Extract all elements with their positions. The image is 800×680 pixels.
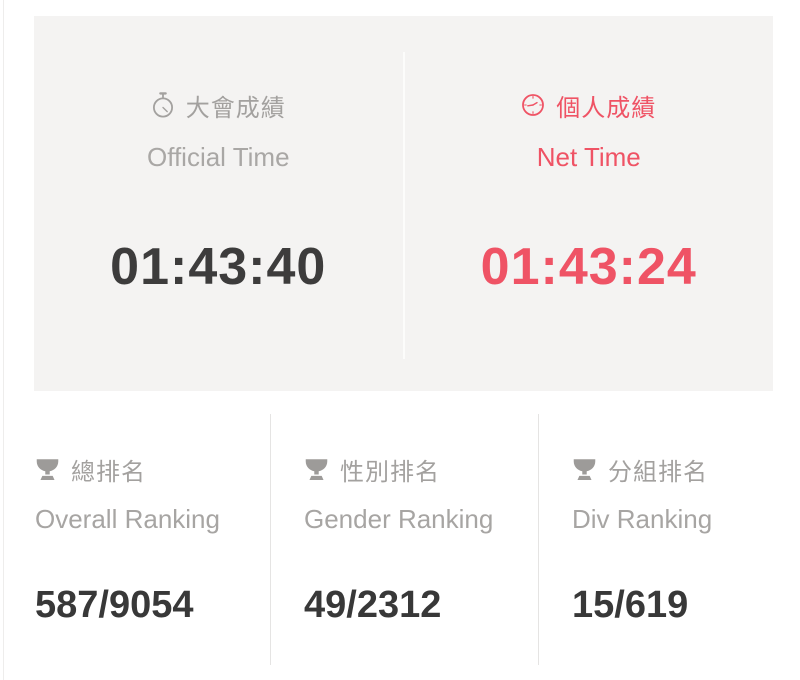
official-time-title: 大會成績 [151,90,286,122]
net-time-value: 01:43:24 [480,238,697,296]
ranking-section: 總排名 Overall Ranking 587/9054 性別排名 Gender… [0,414,800,665]
page-edge-line [3,0,4,680]
trophy-icon [572,456,597,482]
gender-ranking-label-en: Gender Ranking [304,504,494,534]
div-ranking-value: 15/619 [572,584,689,626]
overall-ranking-label-en: Overall Ranking [35,504,220,534]
stopwatch-icon [151,91,175,119]
gender-ranking-value: 49/2312 [304,584,442,626]
overall-ranking-value: 587/9054 [35,584,194,626]
overall-ranking-card: 總排名 Overall Ranking 587/9054 [0,414,270,665]
overall-ranking-label-zh: 總排名 [71,458,146,486]
clock-icon [521,93,545,117]
official-time-label-en: Official Time [146,142,290,172]
overall-ranking-title: 總排名 [35,454,270,486]
trophy-icon [35,456,60,482]
time-results-panel: 大會成績 Official Time 01:43:40 [34,16,773,391]
div-ranking-card: 分組排名 Div Ranking 15/619 [538,414,800,665]
net-time-label-zh: 個人成績 [556,94,657,122]
net-time-label-en: Net Time [536,142,641,172]
official-time-value: 01:43:40 [110,238,327,296]
div-ranking-label-en: Div Ranking [572,504,713,534]
gender-ranking-card: 性別排名 Gender Ranking 49/2312 [270,414,538,665]
net-time-title: 個人成績 [521,90,657,122]
time-panel-divider [402,52,405,359]
official-time-label-zh: 大會成績 [185,94,286,122]
div-ranking-label-zh: 分組排名 [608,458,708,486]
gender-ranking-title: 性別排名 [304,454,538,486]
div-ranking-title: 分組排名 [572,454,800,486]
net-time-card: 個人成績 Net Time 01:43:24 [405,16,774,391]
official-time-card: 大會成績 Official Time 01:43:40 [34,16,403,391]
trophy-icon [304,456,329,482]
gender-ranking-label-zh: 性別排名 [340,458,440,486]
